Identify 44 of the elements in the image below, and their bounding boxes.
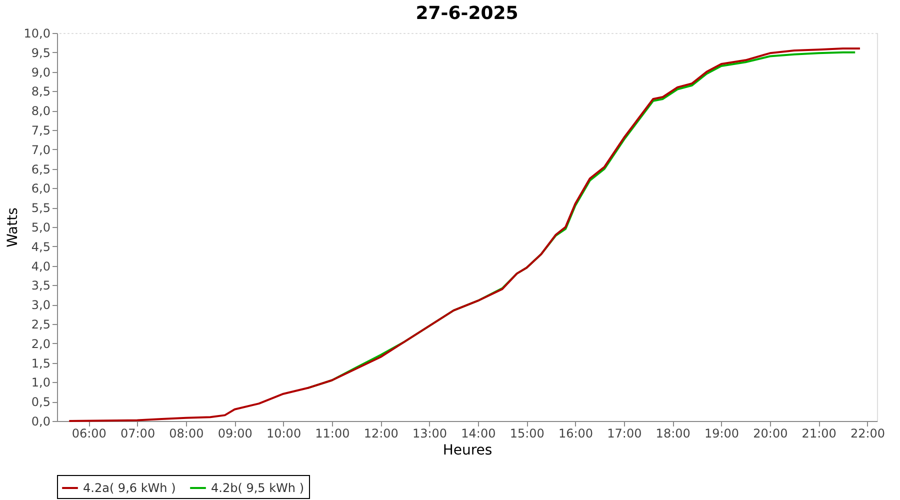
x-tick-label: 08:00 bbox=[169, 426, 204, 440]
x-tick-label: 07:00 bbox=[120, 426, 156, 440]
y-axis-title: Watts bbox=[4, 208, 21, 248]
x-tick-label: 09:00 bbox=[218, 426, 252, 440]
x-tick-label: 15:00 bbox=[510, 426, 544, 440]
y-tick-label: 9,0 bbox=[31, 65, 50, 80]
y-tick-label: 0,0 bbox=[31, 414, 50, 428]
y-tick-label: 10,0 bbox=[24, 26, 50, 40]
x-axis-title: Heures bbox=[442, 442, 492, 458]
x-tick-label: 12:00 bbox=[364, 426, 398, 440]
y-tick-label: 2,0 bbox=[31, 336, 50, 351]
chart-title: 27-6-2025 bbox=[416, 3, 518, 24]
y-tick-label: 7,0 bbox=[31, 142, 50, 157]
y-tick-label: 7,5 bbox=[31, 124, 50, 138]
y-tick-label: 0,5 bbox=[31, 395, 50, 410]
x-tick-label: 18:00 bbox=[656, 426, 690, 440]
x-tick-label: 06:00 bbox=[72, 426, 106, 440]
y-tick-label: 8,0 bbox=[31, 104, 50, 118]
y-tick-label: 1,0 bbox=[31, 376, 50, 390]
legend-label: 4.2a( 9,6 kWh ) bbox=[83, 481, 176, 495]
x-tick-label: 17:00 bbox=[607, 426, 642, 440]
y-tick-label: 3,5 bbox=[31, 278, 50, 293]
legend-label: 4.2b( 9,5 kWh ) bbox=[211, 481, 304, 495]
x-tick-label: 16:00 bbox=[558, 426, 594, 440]
x-tick-label: 22:00 bbox=[850, 426, 886, 440]
y-tick-label: 1,5 bbox=[31, 356, 50, 370]
y-tick-label: 6,0 bbox=[31, 182, 50, 196]
y-tick-label: 6,5 bbox=[31, 162, 50, 176]
y-tick-label: 4,0 bbox=[31, 259, 50, 274]
line-series bbox=[68, 48, 861, 422]
x-tick-label: 20:00 bbox=[753, 426, 788, 440]
y-tick-label: 8,5 bbox=[31, 84, 50, 99]
y-tick-label: 5,0 bbox=[31, 220, 50, 234]
y-tick-label: 3,0 bbox=[31, 298, 50, 312]
y-tick-label: 4,5 bbox=[31, 240, 50, 254]
x-tick-label: 19:00 bbox=[704, 426, 740, 440]
x-tick-label: 13:00 bbox=[412, 426, 448, 440]
x-tick-label: 14:00 bbox=[461, 426, 496, 440]
x-tick-label: 21:00 bbox=[802, 426, 836, 440]
y-tick-label: 9,5 bbox=[31, 46, 50, 60]
x-tick-label: 11:00 bbox=[315, 426, 350, 440]
y-tick-label: 2,5 bbox=[31, 318, 50, 332]
y-tick-label: 5,5 bbox=[31, 201, 50, 216]
x-tick-label: 10:00 bbox=[266, 426, 302, 440]
